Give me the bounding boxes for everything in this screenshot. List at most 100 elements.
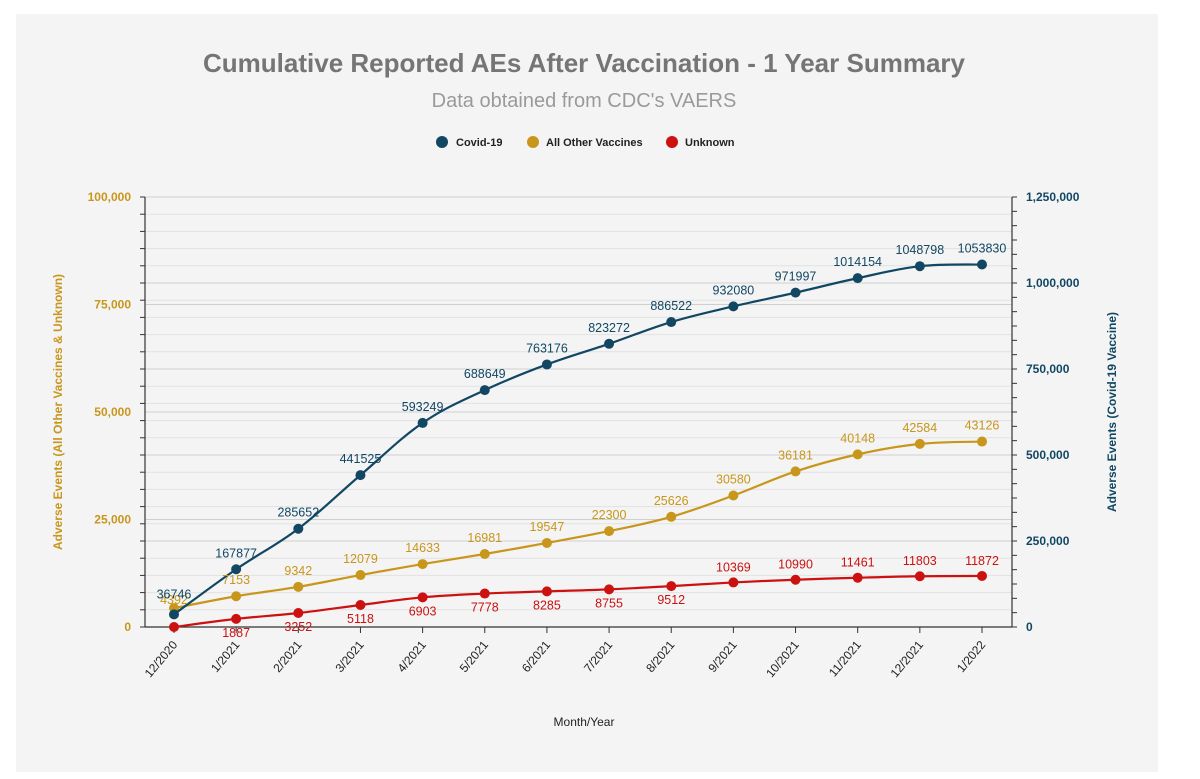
data-label-unknown: 10369 [716, 560, 751, 574]
point-unknown[interactable] [852, 572, 863, 583]
point-covid-19[interactable] [293, 523, 304, 534]
y-right-tick-label: 750,000 [1026, 362, 1070, 376]
point-unknown[interactable] [666, 581, 677, 592]
point-covid-19[interactable] [479, 385, 490, 396]
point-covid-19[interactable] [728, 301, 739, 312]
series-line-all-other-vaccines [173, 440, 983, 610]
point-unknown[interactable] [728, 577, 739, 588]
point-covid-19[interactable] [914, 261, 925, 272]
y-right-tick-label: 1,250,000 [1026, 190, 1080, 204]
legend-marker-other[interactable] [527, 136, 539, 148]
data-label-all-other-vaccines: 43126 [965, 419, 1000, 433]
y-right-tick-label: 1,000,000 [1026, 276, 1080, 290]
point-all-other-vaccines[interactable] [541, 537, 552, 548]
legend-label-covid[interactable]: Covid-19 [456, 137, 502, 149]
point-all-other-vaccines[interactable] [666, 511, 677, 522]
point-unknown[interactable] [417, 592, 428, 603]
point-unknown[interactable] [790, 574, 801, 585]
x-tick-label: 1/2022 [954, 638, 989, 675]
point-all-other-vaccines[interactable] [231, 591, 242, 602]
grid-lines [145, 196, 1012, 628]
y-right-tick-label: 500,000 [1026, 448, 1070, 462]
data-label-covid-19: 932080 [713, 283, 755, 297]
data-label-all-other-vaccines: 12079 [343, 552, 378, 566]
point-all-other-vaccines[interactable] [293, 581, 304, 592]
data-label-unknown: 7778 [471, 601, 499, 615]
data-label-unknown: 8285 [533, 598, 561, 612]
point-covid-19[interactable] [604, 338, 615, 349]
data-label-covid-19: 441525 [340, 452, 382, 466]
point-unknown[interactable] [169, 622, 179, 632]
data-label-covid-19: 1014154 [833, 255, 882, 269]
x-tick-label: 12/2020 [142, 638, 181, 680]
y-left-tick-label: 75,000 [94, 298, 131, 312]
x-tick-label: 8/2021 [643, 638, 678, 675]
y-right-tick-label: 0 [1026, 620, 1033, 634]
point-unknown[interactable] [977, 570, 987, 581]
x-tick-label: 6/2021 [519, 638, 554, 675]
legend-label-unknown[interactable]: Unknown [685, 137, 735, 149]
legend-marker-covid[interactable] [436, 136, 448, 148]
x-tick-label: 2/2021 [270, 638, 305, 675]
data-label-covid-19: 886522 [650, 299, 692, 313]
point-unknown[interactable] [231, 613, 242, 624]
point-covid-19[interactable] [231, 564, 242, 575]
data-labels: 1887 3252 5118 6903 7778 8285 8755 9512 10369 109… [157, 241, 1007, 639]
data-label-unknown: 11872 [965, 554, 999, 568]
point-unknown[interactable] [604, 584, 615, 595]
point-covid-19[interactable] [666, 317, 677, 328]
point-all-other-vaccines[interactable] [355, 570, 366, 581]
chart-panel: Cumulative Reported AEs After Vaccinatio… [16, 14, 1158, 772]
data-label-covid-19: 1053830 [958, 241, 1007, 255]
x-tick-label: 5/2021 [457, 638, 492, 675]
point-all-other-vaccines[interactable] [604, 526, 615, 537]
point-all-other-vaccines[interactable] [479, 548, 490, 559]
legend-marker-unknown[interactable] [666, 136, 678, 148]
data-label-covid-19: 167877 [215, 546, 257, 560]
x-tick-label: 7/2021 [581, 638, 616, 675]
point-unknown[interactable] [479, 588, 490, 599]
point-unknown[interactable] [914, 571, 925, 582]
x-tick-label: 9/2021 [705, 638, 740, 675]
y-right-tick-label: 250,000 [1026, 534, 1070, 548]
point-unknown[interactable] [293, 608, 304, 619]
data-label-unknown: 11461 [841, 556, 875, 570]
data-label-all-other-vaccines: 16981 [467, 531, 502, 545]
point-covid-19[interactable] [417, 417, 428, 428]
data-label-covid-19: 285652 [277, 506, 319, 520]
point-all-other-vaccines[interactable] [790, 466, 801, 477]
data-label-all-other-vaccines: 22300 [592, 508, 627, 522]
point-unknown[interactable] [355, 599, 366, 610]
point-all-other-vaccines[interactable] [977, 436, 987, 447]
y-left-tick-label: 25,000 [94, 513, 131, 527]
data-label-covid-19: 971997 [775, 270, 817, 284]
y-left-tick-label: 50,000 [94, 405, 131, 419]
point-all-other-vaccines[interactable] [914, 438, 925, 449]
data-label-covid-19: 688649 [464, 367, 506, 381]
axes: 0 25,000 50,000 75,000 100,000 0 250,000 500,00… [88, 190, 1080, 680]
point-all-other-vaccines[interactable] [728, 490, 739, 501]
point-all-other-vaccines[interactable] [852, 449, 863, 460]
point-covid-19[interactable] [852, 273, 863, 284]
point-covid-19[interactable] [355, 470, 366, 481]
data-label-all-other-vaccines: 19547 [530, 520, 565, 534]
data-label-unknown: 5118 [347, 612, 374, 626]
data-label-unknown: 6903 [409, 604, 437, 618]
point-covid-19[interactable] [977, 259, 987, 270]
point-all-other-vaccines[interactable] [417, 559, 428, 570]
point-unknown[interactable] [541, 586, 552, 597]
data-label-unknown: 1887 [222, 626, 250, 640]
point-covid-19[interactable] [169, 609, 179, 620]
x-tick-label: 3/2021 [332, 638, 367, 675]
y-left-tick-label: 100,000 [88, 190, 132, 204]
data-label-covid-19: 593249 [402, 400, 444, 414]
point-covid-19[interactable] [541, 359, 552, 370]
data-label-all-other-vaccines: 36181 [778, 448, 813, 462]
chart-subtitle: Data obtained from CDC's VAERS [432, 90, 737, 112]
x-tick-label: 4/2021 [395, 638, 430, 675]
point-covid-19[interactable] [790, 287, 801, 298]
y-axis-left-title: Adverse Events (All Other Vaccines & Unk… [51, 274, 65, 550]
line-chart: Cumulative Reported AEs After Vaccinatio… [51, 48, 1119, 729]
data-label-all-other-vaccines: 30580 [716, 473, 751, 487]
legend-label-other[interactable]: All Other Vaccines [546, 137, 643, 149]
